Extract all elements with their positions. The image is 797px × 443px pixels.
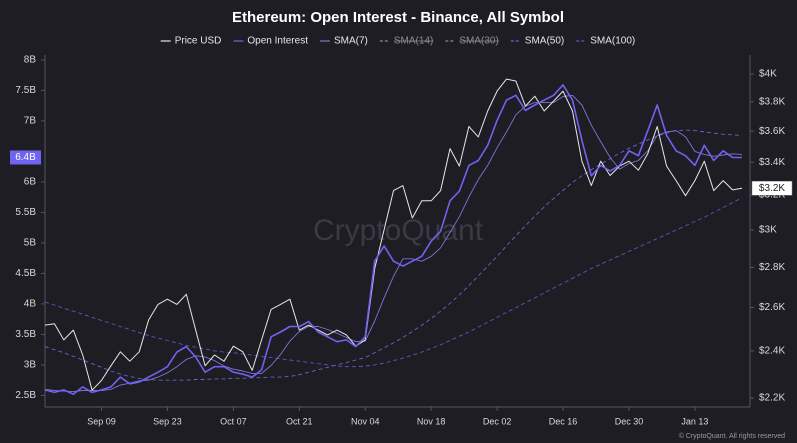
x-tick-label: Sep 23 <box>153 416 182 426</box>
y2-tick-label: $3K <box>759 225 777 236</box>
y2-tick-label: $3.6K <box>759 126 785 137</box>
legend-label: Open Interest <box>247 36 308 47</box>
x-tick-label: Oct 21 <box>286 416 313 426</box>
y-tick-label: 5B <box>24 238 37 249</box>
y2-tick-label: $2.8K <box>759 262 785 273</box>
y2-tick-label: $2.2K <box>759 393 785 404</box>
last-value-badge <box>10 150 41 165</box>
y2-tick-label: $3.8K <box>759 96 785 107</box>
series-line <box>44 84 742 395</box>
x-tick-label: Nov 04 <box>351 416 380 426</box>
x-tick-label: Dec 16 <box>549 416 578 426</box>
watermark: CryptoQuant <box>313 214 484 247</box>
series-line <box>44 78 743 391</box>
legend-label: Price USD <box>175 36 222 47</box>
y-tick-label: 3B <box>24 360 37 371</box>
y2-tick-label: $2.4K <box>759 346 785 357</box>
y-tick-label: 5.5B <box>15 207 36 218</box>
y-tick-label: 7B <box>24 116 37 127</box>
y-tick-label: 4B <box>24 299 37 310</box>
x-tick-label: Jan 13 <box>681 416 708 426</box>
x-tick-label: Dec 30 <box>615 416 644 426</box>
legend-label: SMA(100) <box>590 36 635 47</box>
y-tick-label: 4.5B <box>15 268 36 279</box>
y2-tick-label: $3.4K <box>759 157 785 168</box>
x-tick-label: Nov 18 <box>417 416 446 426</box>
y-tick-label: 3.5B <box>15 329 36 340</box>
last-value-label: 6.4B <box>15 152 36 163</box>
y-tick-label: 2.5B <box>15 390 36 401</box>
series-line <box>44 197 743 368</box>
series-line <box>44 129 743 381</box>
chart-title: Ethereum: Open Interest - Binance, All S… <box>232 9 564 26</box>
x-tick-label: Oct 07 <box>220 416 247 426</box>
y2-tick-label: $2.6K <box>759 302 785 313</box>
y-tick-label: 7.5B <box>15 85 36 96</box>
series-line <box>44 94 743 393</box>
y-tick-label: 6B <box>24 177 37 188</box>
legend-label: SMA(50) <box>525 36 564 47</box>
x-tick-label: Dec 02 <box>483 416 512 426</box>
credit: © CryptoQuant. All rights reserved <box>679 432 785 440</box>
legend: Price USD Open Interest SMA(7) SMA(14) SMA(3… <box>160 36 635 47</box>
legend-label: SMA(7) <box>334 36 368 47</box>
x-tick-label: Sep 09 <box>87 416 116 426</box>
last-value-badge <box>751 180 793 196</box>
y-tick-label: 8B <box>24 55 37 66</box>
y2-tick-label: $4K <box>759 69 777 80</box>
last-value-label: $3.2K <box>759 183 785 194</box>
